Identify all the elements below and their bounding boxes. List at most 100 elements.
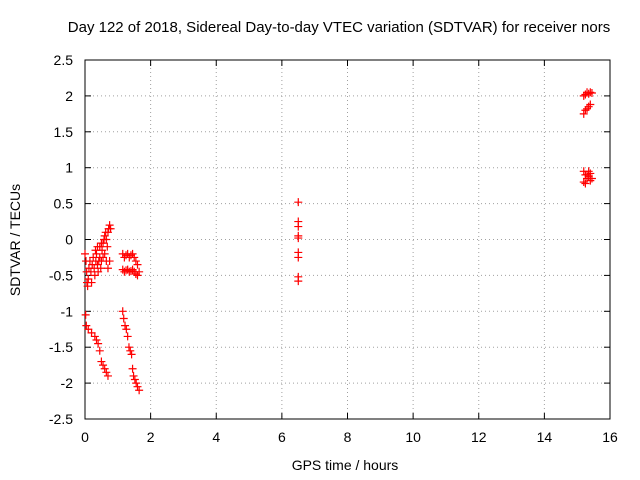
grid — [85, 60, 610, 419]
data-point — [128, 249, 137, 258]
data-point — [106, 224, 115, 233]
y-tick-label: 0.5 — [54, 196, 74, 212]
data-point — [82, 321, 91, 330]
data-point — [102, 235, 111, 244]
data-point — [99, 253, 108, 262]
data-point — [105, 221, 114, 230]
data-point — [579, 178, 588, 187]
data-point — [119, 314, 128, 323]
data-point — [583, 170, 592, 179]
y-tick-label: 1 — [65, 160, 73, 176]
data-point — [97, 239, 106, 248]
y-tick-label: 1.5 — [54, 124, 74, 140]
chart-title: Day 122 of 2018, Sidereal Day-to-day VTE… — [68, 19, 610, 36]
data-point — [118, 307, 127, 316]
data-point — [87, 278, 96, 287]
y-tick-label: -0.5 — [49, 267, 73, 283]
y-tick-label: -1.5 — [49, 339, 73, 355]
data-point — [126, 267, 135, 276]
y-tick-label: -1 — [61, 303, 74, 319]
x-tick-label: 4 — [212, 429, 220, 445]
data-point — [121, 321, 130, 330]
data-point — [93, 242, 102, 251]
axis-ticks: 0 2 4 6 8 10 12 14 16 2.5 2 1.5 1 0.5 0 -0.5 -1 -1.5 -2 -2.… — [49, 52, 618, 445]
data-point — [100, 364, 109, 373]
data-point — [135, 267, 144, 276]
y-tick-label: 0 — [65, 232, 73, 248]
y-tick-label: -2.5 — [49, 411, 73, 427]
data-point — [87, 328, 96, 337]
data-point — [92, 249, 101, 258]
data-point — [103, 371, 112, 380]
data-point — [581, 106, 590, 115]
data-point — [129, 371, 138, 380]
x-tick-label: 14 — [537, 429, 553, 445]
data-points — [81, 88, 596, 395]
data-point — [126, 346, 135, 355]
data-point — [586, 176, 595, 185]
x-tick-label: 6 — [278, 429, 286, 445]
data-point — [584, 167, 593, 176]
data-point — [83, 282, 92, 291]
data-point — [294, 198, 303, 207]
data-point — [91, 246, 100, 255]
data-point — [100, 249, 109, 258]
x-tick-label: 12 — [471, 429, 487, 445]
data-point — [586, 100, 595, 109]
data-point — [587, 89, 596, 98]
data-point — [586, 88, 595, 97]
y-tick-label: 2.5 — [54, 52, 74, 68]
x-tick-label: 8 — [344, 429, 352, 445]
y-tick-label: 2 — [65, 88, 73, 104]
plot-frame — [84, 59, 611, 420]
data-point — [90, 271, 99, 280]
x-axis-label: GPS time / hours — [292, 457, 399, 473]
x-tick-label: 16 — [602, 429, 618, 445]
data-point — [103, 264, 112, 273]
data-point — [294, 234, 303, 243]
y-tick-label: -2 — [61, 375, 74, 391]
data-point — [95, 346, 104, 355]
data-point — [123, 332, 132, 341]
data-point — [97, 357, 106, 366]
data-point — [131, 257, 140, 266]
data-point — [127, 350, 136, 359]
data-point — [130, 253, 139, 262]
data-point — [84, 325, 93, 334]
data-point — [584, 89, 593, 98]
data-point — [81, 249, 89, 258]
data-point — [579, 109, 588, 118]
x-tick-label: 2 — [147, 429, 155, 445]
y-axis-label: SDTVAR / TECUs — [7, 184, 23, 296]
data-point — [84, 274, 93, 283]
x-tick-label: 10 — [405, 429, 421, 445]
data-point — [86, 267, 95, 276]
data-point — [90, 332, 99, 341]
data-point — [103, 242, 112, 251]
data-point — [99, 361, 108, 370]
data-point — [294, 253, 303, 262]
data-point — [105, 257, 114, 266]
data-point — [581, 179, 590, 188]
data-point — [133, 271, 142, 280]
data-point — [96, 264, 105, 273]
data-point — [102, 368, 111, 377]
data-point — [122, 266, 131, 275]
data-point — [128, 364, 137, 373]
data-point — [92, 336, 101, 345]
data-point — [294, 277, 303, 286]
data-point — [93, 260, 102, 269]
data-point — [94, 339, 103, 348]
data-point — [135, 386, 144, 395]
x-tick-label: 0 — [81, 429, 89, 445]
data-point — [122, 325, 131, 334]
data-point — [130, 375, 139, 384]
data-point — [294, 222, 303, 231]
data-point — [124, 343, 133, 352]
data-point — [132, 379, 141, 388]
data-point — [81, 310, 90, 319]
data-point — [100, 231, 109, 240]
data-point — [133, 382, 142, 391]
data-point — [579, 91, 588, 100]
